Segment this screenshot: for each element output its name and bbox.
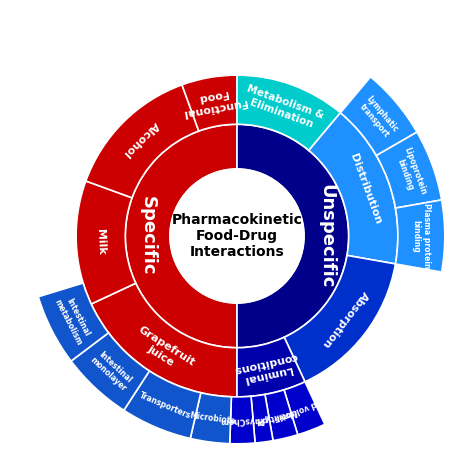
Text: PhysChem: PhysChem	[219, 415, 264, 425]
Text: Intestinal
monolayer: Intestinal monolayer	[88, 348, 135, 394]
Text: Microbiota: Microbiota	[189, 411, 237, 426]
Text: Unspecific: Unspecific	[318, 184, 336, 288]
Text: Luminal
conditions: Luminal conditions	[232, 352, 301, 387]
Wedge shape	[237, 75, 340, 151]
Wedge shape	[284, 255, 395, 382]
Wedge shape	[38, 283, 109, 361]
Text: Pharmacokinetic
Food-Drug
Interactions: Pharmacokinetic Food-Drug Interactions	[172, 213, 302, 259]
Wedge shape	[71, 333, 149, 410]
Wedge shape	[91, 283, 237, 397]
Wedge shape	[230, 396, 255, 444]
Text: pH: pH	[255, 413, 268, 424]
Text: Absorption: Absorption	[320, 289, 370, 349]
Wedge shape	[124, 371, 201, 438]
Wedge shape	[265, 390, 298, 441]
Wedge shape	[395, 200, 445, 272]
Text: Motility: Motility	[263, 407, 297, 423]
Text: Plasma protein
binding: Plasma protein binding	[411, 203, 431, 269]
Text: Fluid volumes: Fluid volumes	[273, 393, 333, 423]
Wedge shape	[237, 337, 305, 397]
Text: Transporters: Transporters	[138, 391, 192, 421]
Wedge shape	[237, 124, 349, 348]
Wedge shape	[125, 124, 237, 348]
Text: Milk: Milk	[95, 229, 106, 255]
Text: Grapefruit
juice: Grapefruit juice	[131, 324, 197, 378]
Wedge shape	[376, 132, 442, 208]
Wedge shape	[86, 85, 199, 198]
Wedge shape	[76, 181, 136, 304]
Wedge shape	[284, 382, 325, 435]
Wedge shape	[190, 393, 231, 444]
Wedge shape	[251, 395, 273, 443]
Text: Metabolism &
Elimination: Metabolism & Elimination	[242, 84, 326, 132]
Text: Distribution: Distribution	[347, 153, 383, 226]
Wedge shape	[340, 77, 417, 156]
Text: Specific: Specific	[138, 196, 156, 276]
Text: Alcohol: Alcohol	[121, 120, 160, 160]
Text: Lipoprotein
binding: Lipoprotein binding	[392, 146, 428, 200]
Text: Functional
Food: Functional Food	[179, 85, 247, 118]
Wedge shape	[182, 75, 237, 131]
Text: Intestinal
metabolism: Intestinal metabolism	[53, 293, 93, 346]
Circle shape	[170, 169, 304, 303]
Text: Lymphatic
transport: Lymphatic transport	[356, 94, 400, 141]
Wedge shape	[309, 113, 398, 264]
